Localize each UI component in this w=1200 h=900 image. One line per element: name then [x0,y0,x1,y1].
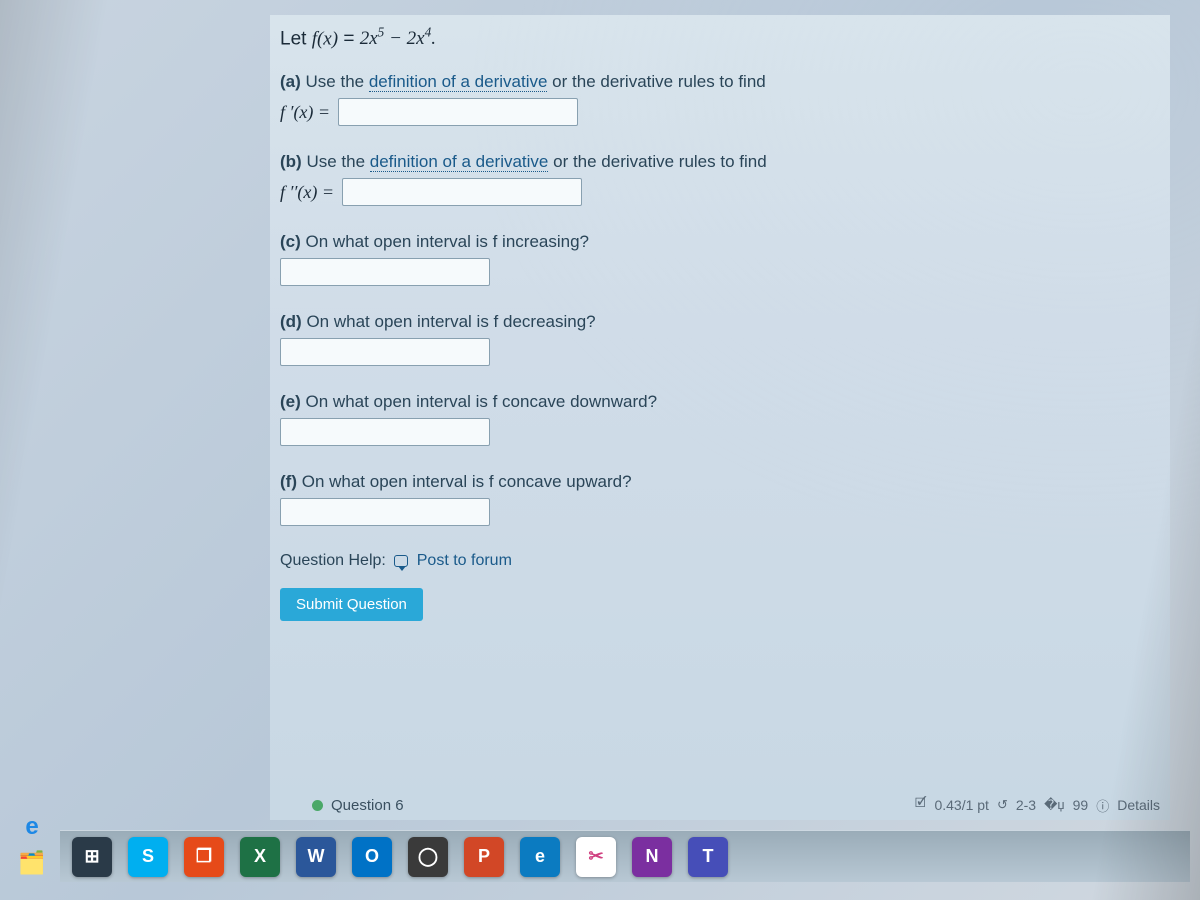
snip-icon[interactable]: ✂ [576,837,616,877]
teams-icon[interactable]: T [688,837,728,877]
f-prime-input[interactable] [338,98,578,126]
cortana-icon[interactable]: ◯ [408,837,448,877]
function-definition: Let f(x) = 2x5 − 2x4. [280,25,1150,50]
part-b: (b) Use the definition of a derivative o… [280,152,1150,206]
info-icon: ⓘ [1096,796,1109,815]
internet-explorer-icon[interactable]: e [15,812,49,842]
retries-text: 99 [1073,797,1089,813]
part-f-text: On what open interval is f concave upwar… [302,472,632,491]
onenote-icon[interactable]: N [632,837,672,877]
concave-up-interval-input[interactable] [280,498,490,526]
question-help-row: Question Help: Post to forum [280,552,1150,570]
windows-taskbar: ⊞ S ❐ XWO ◯ Pe ✂ NT [60,830,1190,882]
part-d: (d) On what open interval is f decreasin… [280,312,1150,366]
start-icon[interactable]: ⊞ [72,837,112,877]
edge-icon[interactable]: e [520,837,560,877]
outlook-icon[interactable]: O [352,837,392,877]
part-b-label: (b) [280,152,302,171]
part-e-text: On what open interval is f concave downw… [306,392,658,411]
skype-icon[interactable]: S [128,837,168,877]
part-f: (f) On what open interval is f concave u… [280,472,1150,526]
f-prime-prefix: f ′(x) = [280,102,330,123]
attempts-text: 2-3 [1016,797,1036,813]
let-text: Let [280,28,312,49]
next-question-header: Question 6 🗹 0.43/1 pt ↺ 2-3 �џ 99 ⓘ Det… [312,794,1160,816]
forum-icon [394,555,408,567]
score-text: 0.43/1 pt [934,797,989,813]
equals: = [343,28,359,49]
submit-question-button[interactable]: Submit Question [280,588,423,621]
part-a-text-after: or the derivative rules to find [552,72,766,91]
part-e: (e) On what open interval is f concave d… [280,392,1150,446]
decreasing-interval-input[interactable] [280,338,490,366]
score-icon: 🗹 [915,794,927,816]
part-a: (a) Use the definition of a derivative o… [280,72,1150,126]
file-explorer-icon[interactable]: 🗂️ [15,848,49,878]
details-link[interactable]: Details [1117,797,1160,813]
part-e-label: (e) [280,392,301,411]
next-question-label[interactable]: Question 6 [331,797,404,814]
part-c-text: On what open interval is f increasing? [306,232,590,251]
part-a-text-before: Use the [306,72,369,91]
part-b-text-after: or the derivative rules to find [553,152,767,171]
part-f-label: (f) [280,472,297,491]
windows-start-icon[interactable] [15,776,49,806]
derivative-definition-link-a[interactable]: definition of a derivative [369,72,548,92]
retries-icon: �џ [1044,797,1065,813]
powerpoint-icon[interactable]: P [464,837,504,877]
function-rhs: 2x5 − 2x4. [360,28,436,49]
question-help-label: Question Help: [280,552,386,569]
derivative-definition-link-b[interactable]: definition of a derivative [370,152,549,172]
part-a-label: (a) [280,72,301,91]
attempts-icon: ↺ [997,797,1008,813]
question-meta: 🗹 0.43/1 pt ↺ 2-3 �џ 99 ⓘ Details [915,794,1160,816]
question-panel: Let f(x) = 2x5 − 2x4. (a) Use the defini… [270,15,1170,820]
excel-icon[interactable]: X [240,837,280,877]
office-icon[interactable]: ❐ [184,837,224,877]
f-double-prime-input[interactable] [342,178,582,206]
part-d-label: (d) [280,312,302,331]
concave-down-interval-input[interactable] [280,418,490,446]
word-icon[interactable]: W [296,837,336,877]
post-to-forum-link[interactable]: Post to forum [417,552,512,569]
part-d-text: On what open interval is f decreasing? [306,312,595,331]
f-of-x: f(x) [312,28,338,49]
increasing-interval-input[interactable] [280,258,490,286]
part-c-label: (c) [280,232,301,251]
part-b-text-before: Use the [306,152,369,171]
part-c: (c) On what open interval is f increasin… [280,232,1150,286]
left-icon-strip: e 🗂️ [8,776,56,878]
f-double-prime-prefix: f ′′(x) = [280,182,334,203]
question-status-dot-icon [312,800,323,811]
